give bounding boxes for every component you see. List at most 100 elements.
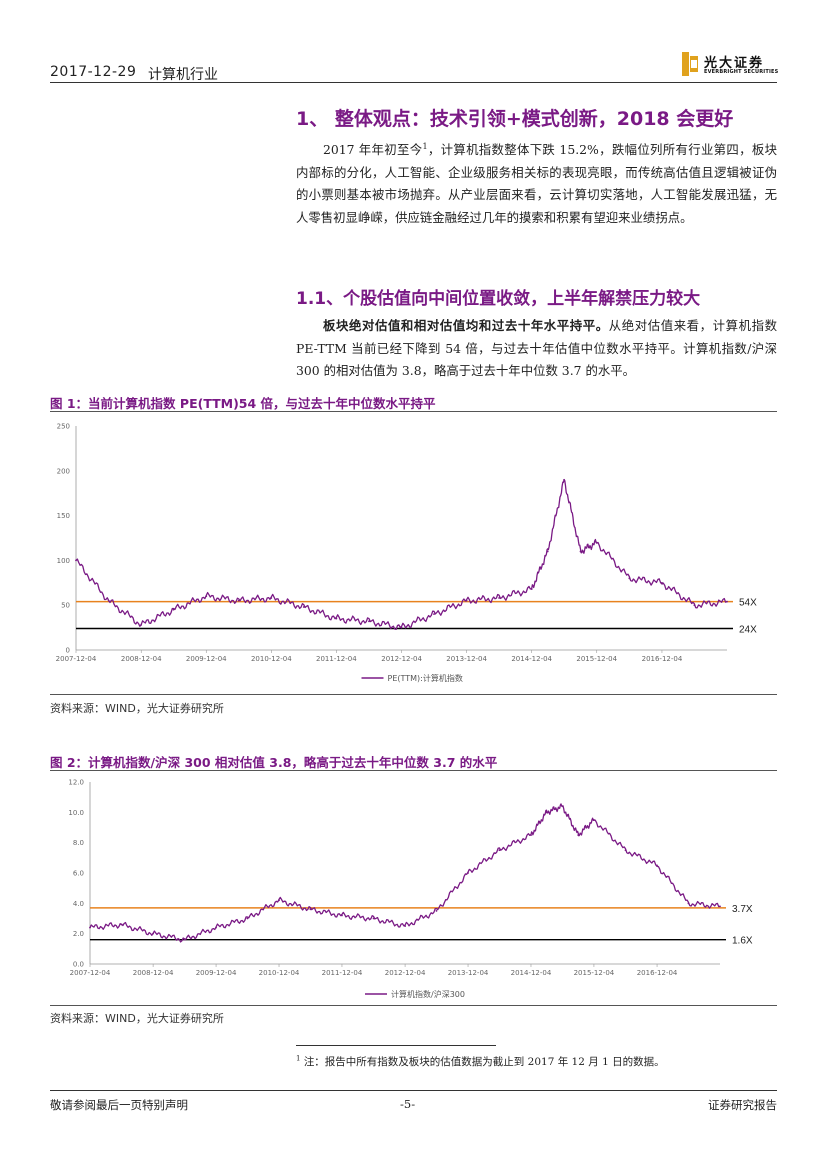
data-point [661,581,663,584]
x-tick-label: 2008-12-04 [133,969,174,977]
data-point [693,604,696,607]
x-tick-label: 2008-12-04 [121,655,162,663]
section-1-1-paragraph: 板块绝对估值和相对估值均和过去十年水平持平。从绝对估值来看，计算机指数 PE-T… [296,315,777,383]
footer-divider [50,1090,777,1091]
x-tick-label: 2011-12-04 [316,655,357,663]
data-point [270,597,273,599]
x-tick-label: 2010-12-04 [259,969,300,977]
x-tick-label: 2014-12-04 [511,969,552,977]
data-point [530,834,532,836]
figure-2-chart: 0.0 2.0 4.0 6.0 8.0 10.0 12.0 2007-12-04 2008-12… [50,774,777,1004]
data-point [372,917,375,920]
x-tick-label: 2007-12-04 [70,969,111,977]
page-number: -5- [400,1097,416,1111]
data-point [545,811,548,814]
data-point [341,914,343,917]
data-point [577,834,580,836]
figure-1-title: 图 1：当前计算机指数 PE(TTM)54 倍，与过去十年中位数水平持平 [50,396,436,411]
logo-text-cn: 光大证券 [704,56,765,71]
x-tick-label: 2015-12-04 [574,969,615,977]
data-point [205,595,208,598]
data-point [309,908,312,911]
data-point [172,608,175,611]
figure-1-chart: 0 50 100 150 200 250 2007-12-04 2008-12-04 2009-… [50,416,777,692]
figure-2-bottom-rule [50,1005,777,1006]
figure-2-source: 资料来源：WIND，光大证券研究所 [50,1012,224,1025]
para-text-rest: ，计算机指数整体下跌 15.2%，跌幅位列所有行业第四，板块内部标的分化，人工智… [296,142,777,225]
data-point [467,872,469,874]
reference-line-label: 3.7X [732,904,753,915]
y-tick-label: 50 [61,602,70,610]
data-point [215,926,217,929]
y-tick-label: 8.0 [73,839,84,847]
footnote-number: 1 [296,1054,301,1063]
x-tick-label: 2007-12-04 [56,655,97,663]
data-point [89,926,91,929]
figure-2-title: 图 2：计算机指数/沪深 300 相对估值 3.8，略高于过去十年中位数 3.7… [50,755,498,770]
x-tick-label: 2009-12-04 [186,655,227,663]
para-text-start: 2017 年年初至今 [323,142,423,157]
relative-valuation-chart: 0.0 2.0 4.0 6.0 8.0 10.0 12.0 2007-12-04 2008-12… [68,779,753,1000]
footnote-divider [296,1045,496,1046]
data-point [628,577,631,580]
x-tick-label: 2013-12-04 [448,969,489,977]
data-point [595,541,598,544]
data-point [368,620,370,623]
figure-1-top-rule [50,411,777,412]
brand-logo: 光大证券 EVERBRIGHT SECURITIES [682,50,782,80]
report-type: 证券研究报告 [708,1098,777,1112]
report-date: 2017-12-29 [50,64,137,80]
y-tick-label: 6.0 [73,870,84,878]
section-1-paragraph: 2017 年年初至今1，计算机指数整体下跌 15.2%，跌幅位列所有行业第四，板… [296,139,777,229]
data-point [152,932,155,935]
y-tick-label: 150 [57,512,70,520]
data-point [237,599,240,602]
data-point [719,905,721,908]
x-tick-label: 2012-12-04 [385,969,426,977]
data-point [302,606,305,608]
data-point [498,597,500,599]
data-point [278,899,280,902]
report-industry: 计算机行业 [148,67,218,83]
y-tick-label: 2.0 [73,930,84,938]
footnote-ref[interactable]: 1 [422,141,428,151]
data-point [593,819,595,821]
x-tick-label: 2009-12-04 [196,969,237,977]
paragraph-body: 从绝对估值来看，计算机指数 PE-TTM 当前已经下降到 54 倍，与过去十年估… [296,318,778,379]
data-point [435,910,438,912]
x-tick-label: 2013-12-04 [446,655,487,663]
x-tick-label: 2010-12-04 [251,655,292,663]
reference-line-label: 24X [739,624,757,635]
data-point [246,917,249,920]
series-line [89,803,721,943]
x-tick-label: 2011-12-04 [322,969,363,977]
x-tick-label: 2015-12-04 [576,655,617,663]
data-point [183,938,186,941]
data-point [404,925,406,927]
data-point [465,599,468,602]
data-point [563,478,566,481]
y-tick-label: 250 [57,423,70,431]
data-point [120,923,123,926]
data-point [498,849,501,852]
section-1-heading: 1、 整体观点：技术引领+模式创新，2018 会更好 [296,108,734,130]
x-tick-label: 2016-12-04 [637,969,678,977]
figure-2-top-rule [50,770,777,771]
paragraph-lead: 板块绝对估值和相对估值均和过去十年水平持平。 [323,318,609,333]
figure-1-bottom-rule [50,694,777,695]
disclaimer-note: 敬请参阅最后一页特别声明 [50,1098,188,1112]
data-point [687,902,690,905]
y-tick-label: 4.0 [73,900,84,908]
y-tick-label: 200 [57,467,70,475]
x-tick-label: 2016-12-04 [642,655,683,663]
logo-mark-icon [682,52,698,76]
data-point [546,550,549,553]
data-point [561,805,564,808]
figure-1-source: 资料来源：WIND，光大证券研究所 [50,702,224,715]
y-tick-label: 12.0 [68,779,84,787]
data-point [579,550,582,553]
footnote-text: 注：报告中所有指数及板块的估值数据为截止到 2017 年 12 月 1 日的数据… [303,1056,665,1068]
y-tick-label: 10.0 [68,809,84,817]
section-1-1-heading: 1.1、个股估值向中间位置收敛，上半年解禁压力较大 [296,289,701,309]
reference-line-label: 54X [739,598,757,609]
